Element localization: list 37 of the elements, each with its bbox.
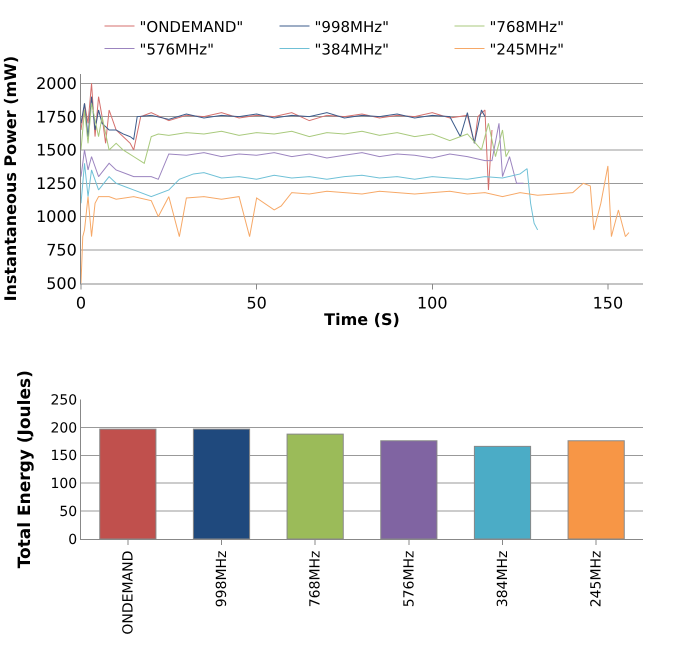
y-axis-title: Total Energy (Joules) (15, 370, 36, 568)
x-axis-title: Time (S) (324, 310, 400, 330)
y-tick-label: 750 (46, 240, 77, 260)
x-tick-label: 100 (416, 293, 448, 312)
y-tick-label: 1000 (36, 207, 77, 226)
y-tick-label: 500 (46, 274, 77, 293)
legend-label: "ONDEMAND" (140, 18, 244, 36)
legend-label: "768MHz" (490, 18, 564, 36)
y-tick-label: 150 (50, 448, 78, 464)
y-tick-label: 100 (50, 476, 78, 492)
line-series (81, 165, 630, 284)
legend-label: "576MHz" (140, 40, 214, 58)
x-tick-label: 150 (592, 293, 624, 312)
y-tick-label: 1750 (36, 107, 77, 126)
line-series (81, 82, 492, 190)
line-series (81, 96, 486, 144)
x-tick-label: 384MHz (495, 550, 512, 608)
legend-label: "245MHz" (490, 40, 564, 58)
y-tick-label: 0 (68, 532, 78, 548)
legend-label: "998MHz" (314, 18, 390, 36)
x-tick-label: 576MHz (401, 550, 418, 608)
y-tick-label: 2000 (36, 74, 77, 93)
y-tick-label: 250 (50, 392, 78, 408)
y-axis-title: Instantaneous Power (mW) (0, 56, 20, 302)
y-tick-label: 200 (50, 420, 78, 436)
y-tick-label: 1500 (36, 140, 77, 160)
x-tick-label: 245MHz (588, 550, 605, 608)
x-tick-label: 998MHz (214, 550, 230, 608)
line-series (81, 102, 510, 164)
x-tick-label: 768MHz (308, 550, 324, 608)
line-series (81, 162, 538, 230)
line-series (81, 122, 524, 184)
x-tick-label: ONDEMAND (120, 550, 136, 635)
y-tick-label: 1250 (36, 174, 77, 193)
y-tick-label: 50 (59, 504, 78, 520)
legend-label: "384MHz" (314, 40, 390, 58)
x-tick-label: 50 (246, 293, 267, 312)
